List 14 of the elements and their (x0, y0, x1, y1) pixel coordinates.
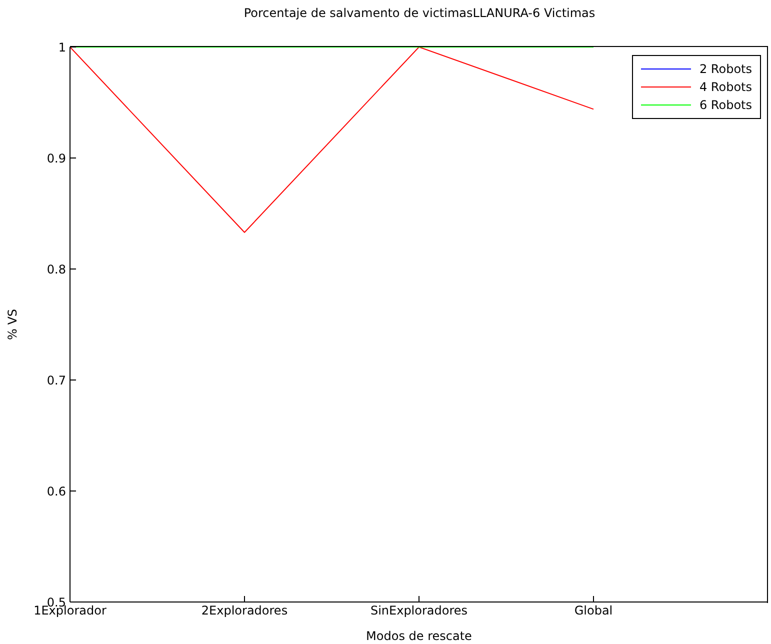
x-tick-label: 2Exploradores (201, 604, 288, 618)
x-tick-label: Global (574, 604, 613, 618)
y-tick-label: 0.6 (46, 484, 66, 498)
legend-label: 2 Robots (699, 62, 752, 76)
y-tick-label: 0.9 (46, 151, 66, 166)
y-tick-label: 0.8 (46, 262, 66, 276)
y-tick-label: 0.7 (46, 373, 66, 388)
x-axis-title: Modos de rescate (366, 629, 472, 643)
chart-title: Porcentaje de salvamento de victimasLLANURA-6 Victimas (242, 6, 596, 20)
legend-label: 6 Robots (699, 98, 752, 112)
x-tick-label: SinExploradores (370, 604, 468, 618)
legend-label: 4 Robots (699, 80, 752, 94)
y-axis-title: % VS (5, 308, 20, 340)
y-tick-label: 1 (58, 40, 66, 54)
